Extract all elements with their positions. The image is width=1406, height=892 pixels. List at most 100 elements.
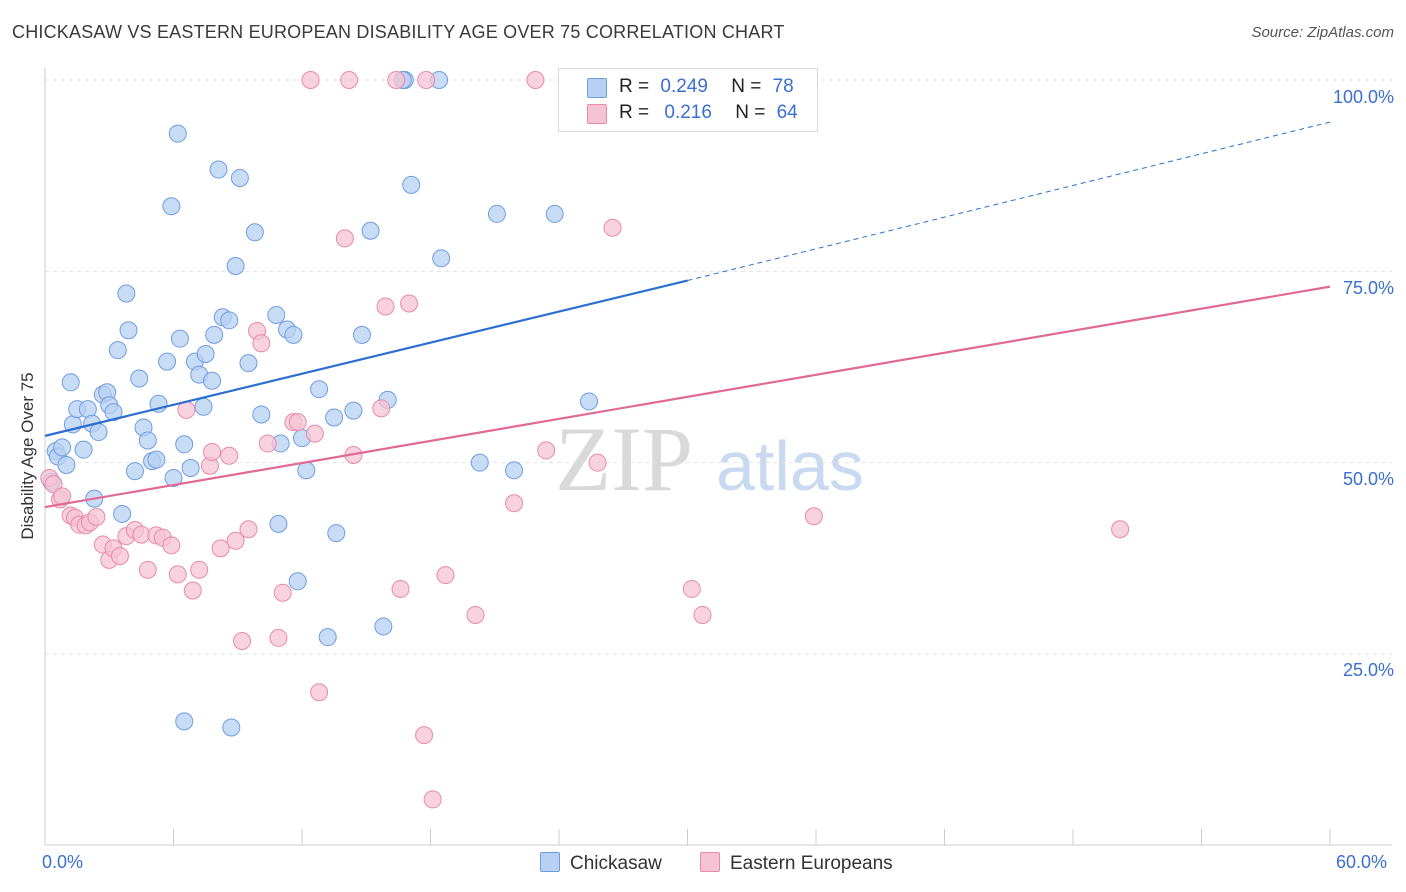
chickasaw-point xyxy=(158,352,177,371)
chickasaw-point xyxy=(226,256,245,275)
eastern-europeans-point xyxy=(258,434,277,453)
chickasaw-point xyxy=(170,329,189,348)
chickasaw-point xyxy=(175,712,194,731)
chickasaw-point xyxy=(230,168,249,187)
eastern-europeans-point xyxy=(335,229,354,248)
eastern-europeans-point xyxy=(340,71,359,89)
chickasaw-point xyxy=(374,617,393,636)
chickasaw-point xyxy=(239,354,258,373)
eastern-europeans-point xyxy=(233,631,252,650)
eastern-europeans-point xyxy=(162,536,181,555)
chickasaw-point xyxy=(74,440,93,459)
source-label: Source: ZipAtlas.com xyxy=(1251,24,1394,41)
chickasaw-point xyxy=(104,403,123,422)
legend-r-value-eastern-europeans: 0.216 xyxy=(664,102,712,123)
stats-legend: R = 0.249 N = 78 R = 0.216 N = 64 xyxy=(558,68,818,132)
eastern-europeans-legend-swatch xyxy=(700,852,720,872)
chickasaw-point xyxy=(205,325,224,344)
legend-n-label: N = xyxy=(735,102,766,123)
chickasaw-point xyxy=(487,204,506,223)
y-tick-100: 100.0% xyxy=(1332,87,1394,107)
eastern-europeans-trend-line xyxy=(44,285,1331,509)
chickasaw-trend-line xyxy=(44,279,688,437)
eastern-europeans-point xyxy=(252,334,271,353)
y-tick-50: 50.0% xyxy=(1342,469,1394,489)
chickasaw-legend-swatch xyxy=(540,852,560,872)
eastern-europeans-point xyxy=(400,294,419,313)
legend-r-label: R = xyxy=(619,102,650,123)
chickasaw-point xyxy=(545,204,564,223)
bottom-legend-chickasaw: Chickasaw xyxy=(540,852,662,875)
bottom-legend-eastern-europeans: Eastern Europeans xyxy=(700,852,893,875)
chickasaw-point xyxy=(222,718,241,737)
eastern-europeans-point xyxy=(168,565,187,584)
legend-n-value-chickasaw: 78 xyxy=(772,76,794,97)
chickasaw-point xyxy=(361,221,380,240)
chickasaw-point xyxy=(269,514,288,533)
chickasaw-point xyxy=(196,344,215,363)
eastern-europeans-point xyxy=(211,539,230,558)
eastern-europeans-point xyxy=(372,399,391,418)
chickasaw-point xyxy=(138,431,157,450)
chickasaw-point xyxy=(203,371,222,390)
chickasaw-point xyxy=(267,305,286,324)
y-tick-25: 25.0% xyxy=(1342,660,1394,680)
chickasaw-point xyxy=(117,284,136,303)
eastern-europeans-point xyxy=(310,683,329,702)
chickasaw-point xyxy=(327,524,346,543)
eastern-europeans-point xyxy=(436,566,455,585)
chickasaw-trend-extension xyxy=(687,121,1331,282)
eastern-europeans-point xyxy=(376,297,395,316)
eastern-europeans-point xyxy=(537,441,556,460)
eastern-europeans-point xyxy=(183,581,202,600)
chickasaw-point xyxy=(505,461,524,480)
legend-r-label: R = xyxy=(619,76,650,97)
chickasaw-point xyxy=(130,369,149,388)
chickasaw-point xyxy=(108,341,127,360)
chickasaw-point xyxy=(175,435,194,454)
y-axis-label: Disability Age Over 75 xyxy=(18,372,37,540)
chickasaw-point xyxy=(119,321,138,340)
chickasaw-point xyxy=(310,380,329,399)
eastern-europeans-point xyxy=(526,71,545,89)
eastern-europeans-legend-label: Eastern Europeans xyxy=(730,853,893,874)
eastern-europeans-point xyxy=(417,71,436,89)
eastern-europeans-point xyxy=(603,218,622,237)
chickasaw-point xyxy=(288,572,307,591)
chickasaw-point xyxy=(53,438,72,457)
chickasaw-point xyxy=(125,462,144,481)
chickasaw-point xyxy=(194,397,213,416)
chickasaw-point xyxy=(245,223,264,242)
eastern-europeans-point xyxy=(387,71,406,89)
eastern-europeans-point xyxy=(269,628,288,647)
chickasaw-point xyxy=(352,325,371,344)
eastern-europeans-point xyxy=(87,508,106,527)
chickasaw-point xyxy=(402,175,421,194)
chickasaw-legend-label: Chickasaw xyxy=(570,853,662,874)
eastern-europeans-point xyxy=(693,605,712,624)
eastern-europeans-point xyxy=(588,453,607,472)
eastern-europeans-point xyxy=(804,507,823,526)
chickasaw-point xyxy=(162,197,181,216)
chickasaw-swatch xyxy=(587,78,607,98)
eastern-europeans-point xyxy=(301,71,320,89)
chickasaw-point xyxy=(209,160,228,179)
eastern-europeans-point xyxy=(505,494,524,513)
chickasaw-point xyxy=(432,249,451,268)
chickasaw-point xyxy=(61,373,80,392)
eastern-europeans-swatch xyxy=(587,104,607,124)
eastern-europeans-point xyxy=(110,547,129,566)
eastern-europeans-point xyxy=(1111,520,1130,539)
chickasaw-point xyxy=(579,392,598,411)
chickasaw-point xyxy=(325,408,344,427)
legend-r-value-chickasaw: 0.249 xyxy=(660,76,708,97)
eastern-europeans-point xyxy=(682,579,701,598)
chickasaw-point xyxy=(344,401,363,420)
eastern-europeans-point xyxy=(273,583,292,602)
eastern-europeans-point xyxy=(391,579,410,598)
chickasaw-point xyxy=(89,423,108,442)
eastern-europeans-point xyxy=(190,560,209,579)
eastern-europeans-point xyxy=(239,520,258,539)
chickasaw-point xyxy=(470,453,489,472)
